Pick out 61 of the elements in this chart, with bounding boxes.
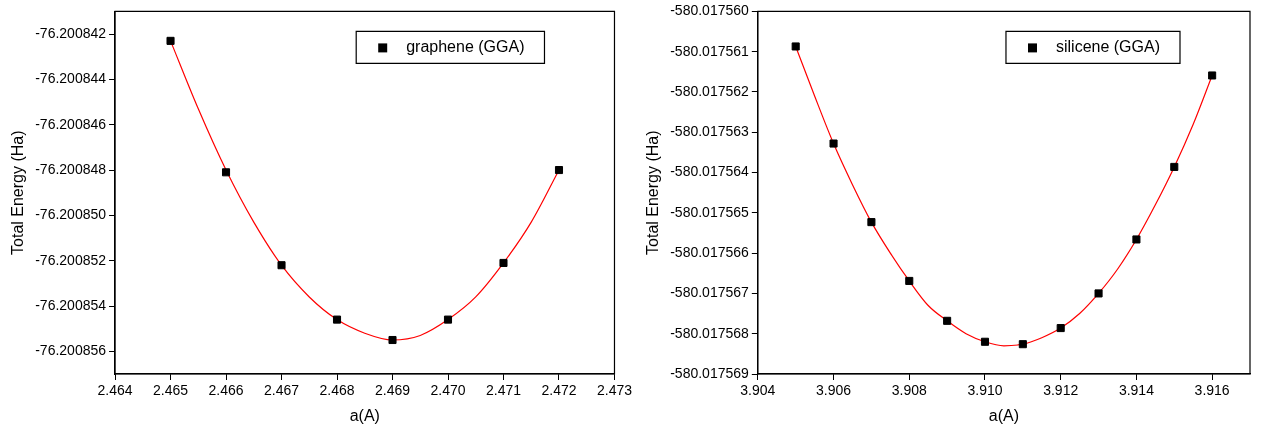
x-tick-label: 2.471 [485, 382, 522, 399]
x-axis-title: a(A) [988, 406, 1020, 424]
x-tick-label: 2.470 [430, 382, 466, 399]
x-tick-label: 2.472 [541, 382, 577, 399]
x-tick-label: 2.464 [97, 382, 133, 399]
x-tick-label: 2.468 [319, 382, 355, 399]
x-tick-label: 3.914 [1118, 382, 1155, 399]
y-tick-label: -580.017563 [670, 123, 750, 140]
y-tick-label: -580.017564 [670, 163, 750, 180]
y-tick-label: -580.017566 [670, 243, 750, 260]
y-tick-label: -580.017562 [670, 82, 750, 99]
point [1056, 324, 1065, 333]
y-tick-label: -76.200848 [35, 160, 107, 177]
y-tick-label: -76.200850 [35, 206, 107, 223]
point [388, 335, 397, 345]
x-tick-label: 3.910 [967, 382, 1003, 399]
y-axis-title: Total Energy (Ha) [9, 130, 27, 255]
point [499, 258, 508, 267]
y-tick-label: -76.200846 [35, 115, 107, 132]
y-tick-label: -76.200852 [35, 251, 107, 268]
x-tick-label: 2.466 [208, 382, 244, 399]
x-tick-label: 2.465 [153, 382, 189, 399]
point [867, 218, 876, 227]
point [554, 166, 564, 175]
y-tick-label: -76.200844 [35, 70, 107, 87]
y-tick-label: -580.017560 [670, 2, 750, 19]
y-tick-label: -580.017565 [670, 203, 750, 220]
y-tick-label: -580.017567 [670, 284, 750, 301]
point [791, 42, 800, 51]
x-tick-label: 2.467 [264, 382, 300, 399]
y-tick-label: -580.017569 [670, 364, 750, 381]
y-tick-label: -76.200854 [35, 296, 107, 313]
point [166, 36, 175, 45]
x-axis-title: a(A) [349, 406, 380, 424]
x-tick-label: 3.904 [740, 382, 776, 399]
y-tick-label: -76.200856 [35, 342, 107, 359]
point [221, 168, 231, 177]
x-tick-label: 3.908 [891, 382, 927, 399]
point [443, 315, 453, 324]
point [829, 139, 838, 148]
point [1018, 340, 1027, 349]
x-tick-label: 2.469 [374, 382, 411, 399]
point [1094, 289, 1103, 298]
x-tick-label: 3.912 [1043, 382, 1079, 399]
y-tick-label: -580.017568 [670, 324, 750, 341]
legend-label: silicene (GGA) [1055, 37, 1161, 55]
y-axis-title: Total Energy (Ha) [644, 130, 662, 255]
x-tick-label: 3.906 [816, 382, 852, 399]
y-tick-label: -580.017561 [670, 42, 750, 59]
point [1170, 162, 1179, 171]
point [1208, 71, 1217, 80]
point [943, 316, 952, 325]
point [332, 315, 342, 324]
point [905, 276, 914, 285]
x-tick-label: 3.916 [1194, 382, 1230, 399]
point [980, 337, 990, 346]
legend-label: graphene (GGA) [406, 37, 525, 55]
x-tick-label: 2.473 [596, 382, 633, 399]
point [1132, 235, 1141, 244]
y-tick-label: -76.200842 [35, 24, 107, 41]
point [277, 261, 286, 270]
